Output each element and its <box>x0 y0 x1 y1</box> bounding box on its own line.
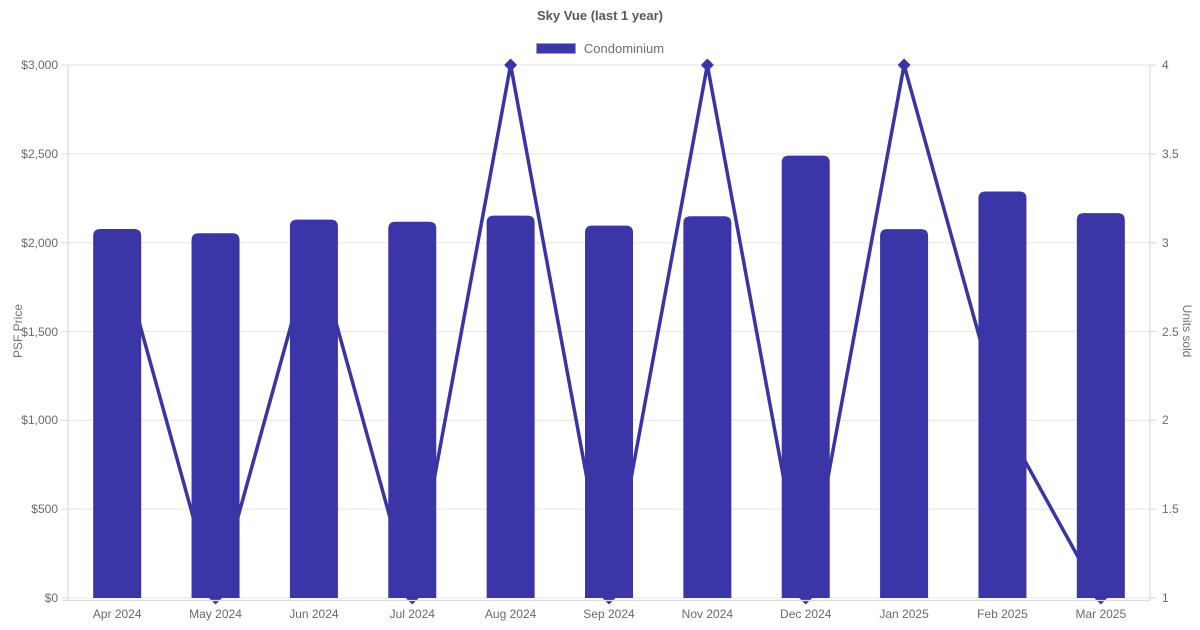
x-axis-tick-label: Jul 2024 <box>389 607 435 621</box>
left-axis-tick-label: $2,000 <box>21 235 58 250</box>
bar-jun-2024 <box>289 219 338 598</box>
legend-label: Condominium <box>583 41 665 56</box>
x-axis-tick-label: Aug 2024 <box>484 607 537 621</box>
x-axis-tick-label: Dec 2024 <box>780 607 832 621</box>
bar-apr-2024 <box>93 228 142 598</box>
line-point-marker <box>504 58 517 72</box>
line-point-marker <box>897 58 911 72</box>
bar-feb-2025 <box>978 191 1027 599</box>
x-axis-tick-label: May 2024 <box>189 607 242 621</box>
right-axis-tick-label: 4 <box>1162 58 1169 72</box>
right-axis-tick-label: 1.5 <box>1162 502 1179 517</box>
legend-item-condominium[interactable]: Condominium <box>0 41 1200 56</box>
left-axis-tick-label: $2,500 <box>21 146 58 161</box>
x-axis-tick-label: Nov 2024 <box>681 607 734 621</box>
right-axis-tick-label: 2 <box>1162 413 1169 428</box>
bar-may-2024 <box>191 233 240 598</box>
x-axis-tick-label: Jun 2024 <box>289 607 339 621</box>
left-axis-tick-label: $3,000 <box>21 58 58 72</box>
x-axis-tick-label: Feb 2025 <box>977 607 1028 621</box>
bar-jul-2024 <box>388 221 437 598</box>
x-axis-tick-label: Sep 2024 <box>583 607 635 621</box>
chart-title: Sky Vue (last 1 year) <box>537 8 663 23</box>
bar-sep-2024 <box>585 225 633 599</box>
left-axis-tick-label: $1,000 <box>21 413 58 428</box>
right-axis-tick-label: 3 <box>1162 235 1169 250</box>
bar-mar-2025 <box>1076 213 1125 598</box>
x-axis-tick-label: Jan 2025 <box>879 607 929 621</box>
left-axis-tick-label: $1,500 <box>21 324 58 339</box>
left-axis-tick-label: $500 <box>31 502 58 517</box>
x-axis-tick-label: Apr 2024 <box>92 607 142 621</box>
bar-dec-2024 <box>781 155 830 599</box>
right-axis-tick-label: 2.5 <box>1162 324 1179 339</box>
legend-swatch-icon <box>535 43 576 54</box>
bar-jan-2025 <box>880 229 929 598</box>
right-axis-tick-label: 1 <box>1162 591 1169 605</box>
left-axis-tick-label: $0 <box>44 591 58 605</box>
bar-nov-2024 <box>683 216 732 598</box>
right-axis-tick-label: 3.5 <box>1162 146 1179 161</box>
bar-aug-2024 <box>486 215 535 599</box>
line-point-marker <box>701 58 714 72</box>
x-axis-tick-label: Mar 2025 <box>1075 607 1127 621</box>
